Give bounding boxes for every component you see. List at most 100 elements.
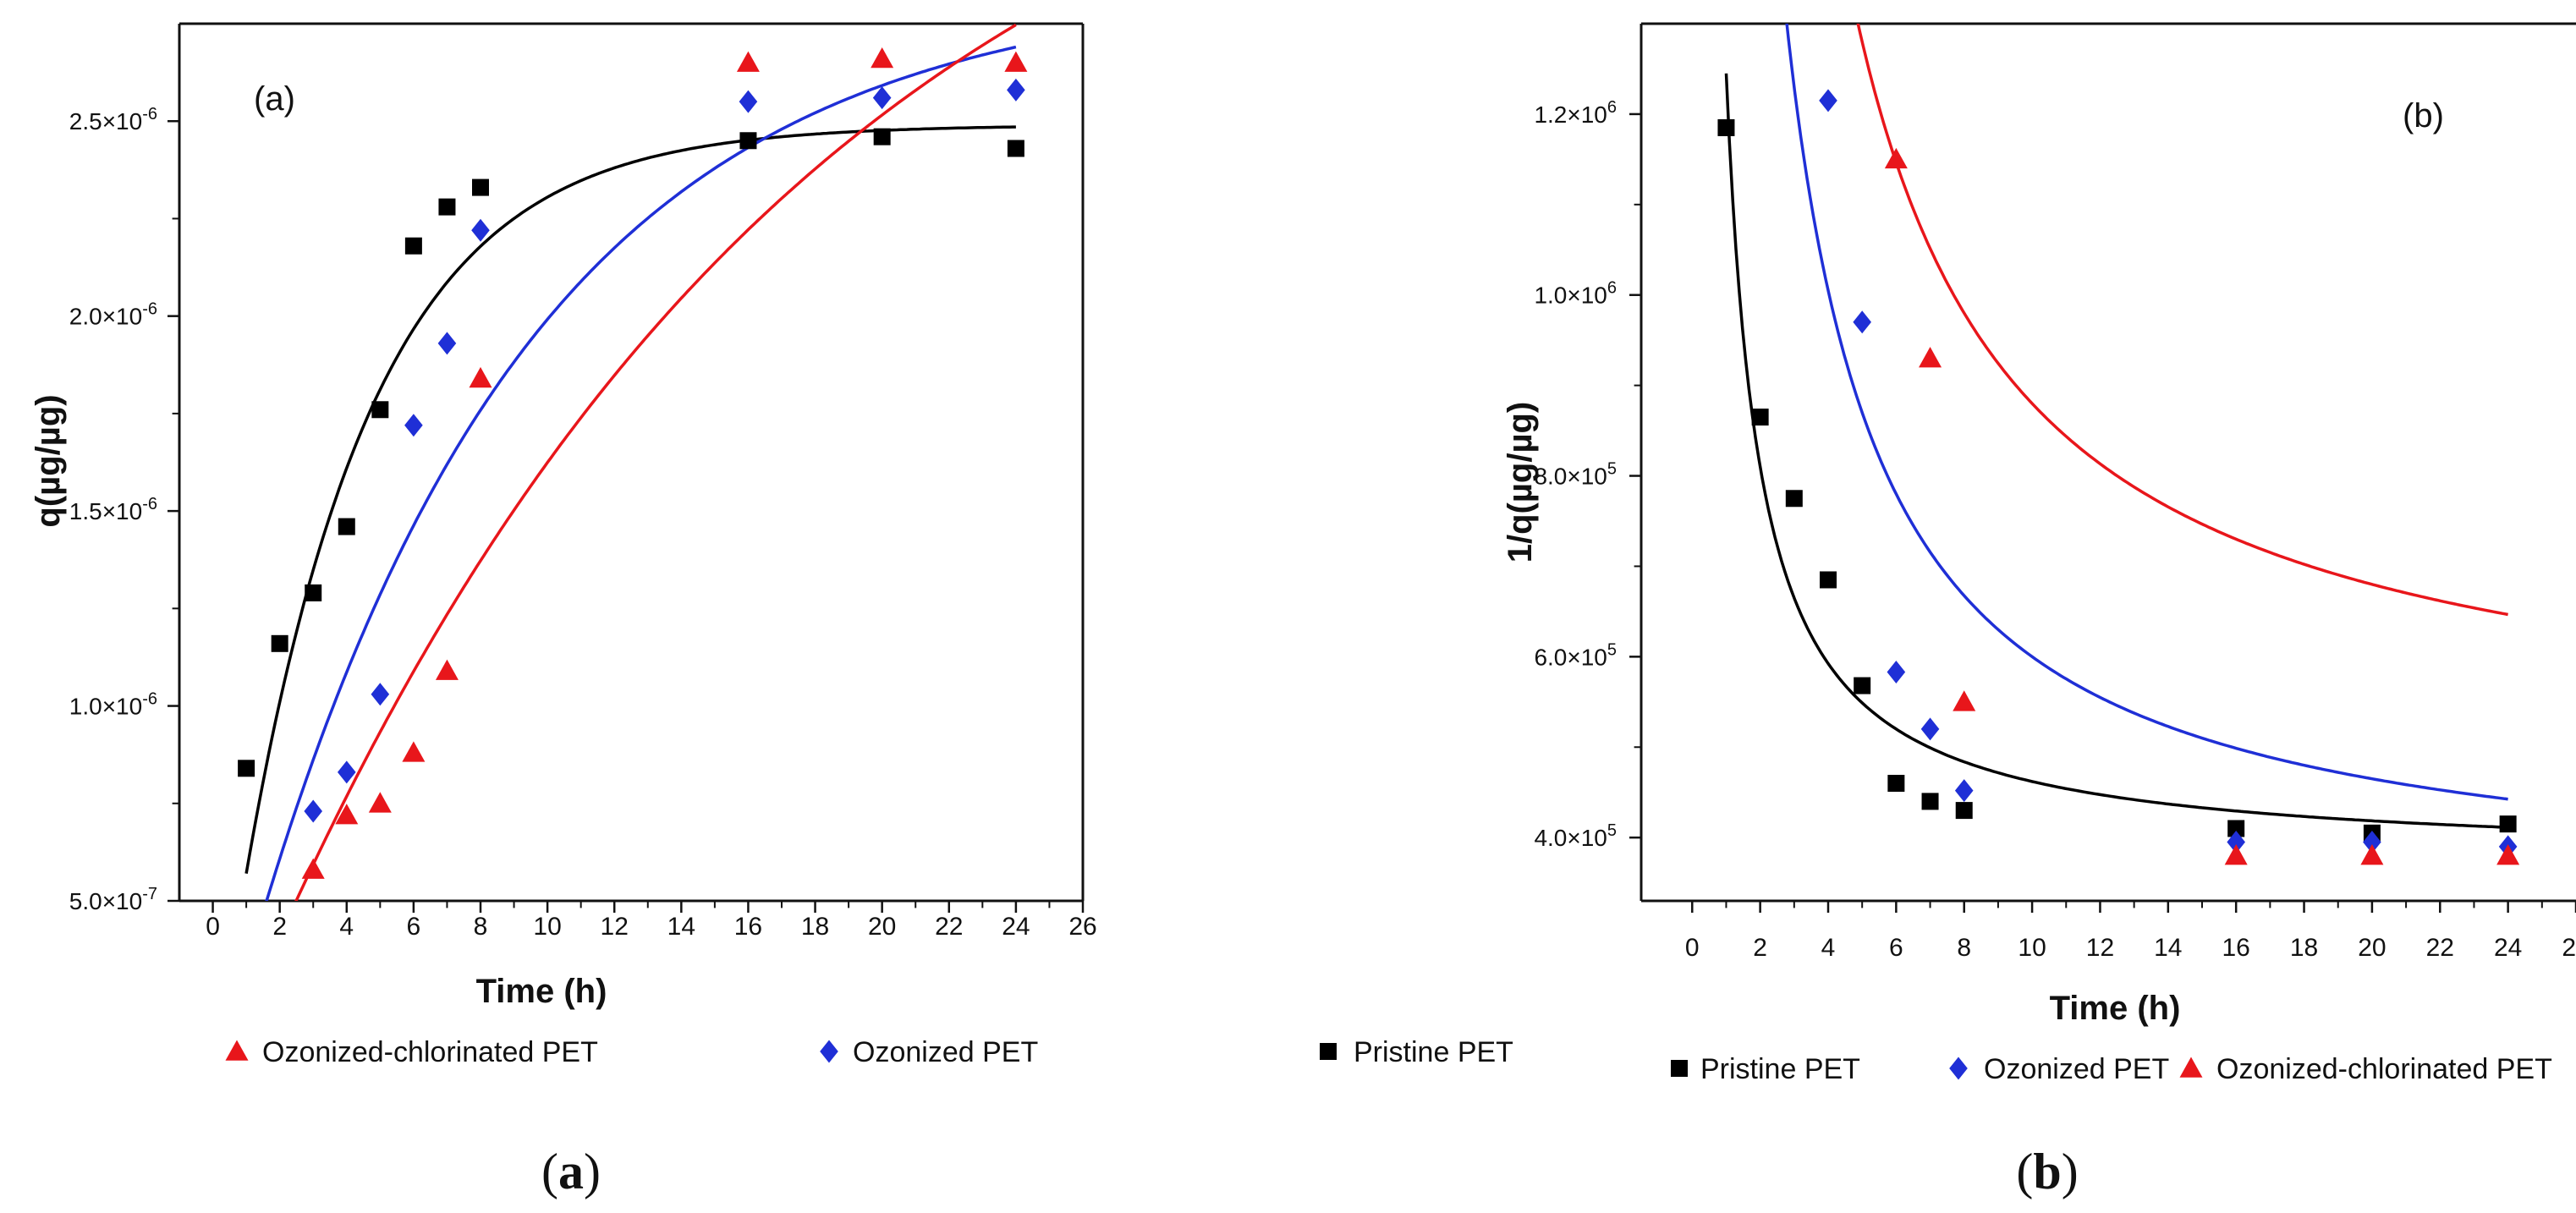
panel-a-y-tick-label: 2.5×10-6 [69, 105, 157, 134]
legend-marker-triangle [2179, 1057, 2203, 1078]
panel-a-x-tick-label: 26 [1068, 913, 1096, 941]
data-point-diamond [1819, 89, 1837, 113]
data-point-triangle [736, 51, 760, 72]
data-point-diamond [337, 760, 356, 784]
data-point-square [739, 132, 757, 150]
data-point-square [1854, 677, 1871, 694]
data-point-square [472, 178, 489, 196]
data-point-square [371, 401, 389, 419]
panel-b-x-tick-label: 0 [1685, 934, 1700, 962]
data-point-diamond [872, 86, 892, 110]
data-point-square [1887, 775, 1905, 793]
panel-b-x-axis-label: Time (h) [2050, 990, 2181, 1027]
y-tick-mantissa: 4.0×10 [1534, 825, 1607, 851]
data-point-square [438, 198, 456, 216]
panel-a-x-tick-label: 4 [339, 913, 354, 941]
y-tick-exponent: 5 [1607, 460, 1617, 479]
panel-a-x-tick-label: 12 [601, 913, 629, 941]
panel-a-x-tick-label: 24 [1002, 913, 1030, 941]
y-tick-exponent: 6 [1607, 279, 1617, 298]
legend-marker-square [1320, 1043, 1337, 1060]
fit-curve-ozonized-chlorinated-pet [1856, 24, 2508, 617]
legend-marker-diamond [1949, 1057, 1968, 1080]
panel-b-x-tick-label: 14 [2154, 934, 2182, 962]
fit-curve-ozonized-pet [1785, 24, 2508, 801]
data-point-diamond [1007, 78, 1025, 102]
data-point-diamond [1954, 779, 1974, 803]
panel-b-x-tick-label: 10 [2018, 934, 2046, 962]
panel-b-tag: (b) [2403, 97, 2444, 134]
panel-a-data-points [238, 47, 1028, 879]
panel-b-caption-open: ( [2016, 1144, 2033, 1199]
data-point-triangle [2496, 844, 2520, 865]
data-point-diamond [2227, 831, 2245, 854]
data-point-square [1820, 571, 1837, 589]
panel-b-caption: (b) [2016, 1144, 2078, 1199]
data-point-triangle [1884, 147, 1908, 169]
panel-a-caption-open: ( [541, 1144, 558, 1199]
data-point-triangle [871, 47, 894, 69]
panel-a-x-tick-label: 10 [533, 913, 561, 941]
data-point-triangle [2360, 844, 2384, 865]
panel-a-x-tick-label: 6 [407, 913, 421, 941]
panel-a-x-tick-label: 14 [667, 913, 695, 941]
panel-b-y-axis-label: 1/q(µg/µg) [1502, 402, 1539, 563]
y-tick-exponent: -6 [142, 300, 157, 319]
panel-a-x-tick-label: 16 [734, 913, 762, 941]
y-tick-exponent: -7 [142, 885, 157, 903]
data-point-square [1007, 140, 1024, 157]
data-point-diamond [1920, 717, 1940, 741]
panel-a-x-tick-label: 2 [272, 913, 287, 941]
data-point-square [1751, 409, 1769, 426]
legend-label: Ozonized PET [853, 1036, 1038, 1068]
y-tick-mantissa: 2.5×10 [69, 108, 142, 134]
panel-a-y-tick-label: 5.0×10-7 [69, 885, 157, 914]
legend-marker-triangle [225, 1040, 249, 1061]
panel-b-x-tick-label: 8 [1957, 934, 1971, 962]
panel-a-x-tick-label: 18 [801, 913, 829, 941]
panel-b-x-tick-label: 16 [2222, 934, 2249, 962]
data-point-triangle [368, 792, 392, 813]
y-tick-exponent: -6 [142, 690, 157, 709]
panel-b-y-tick-label: 8.0×105 [1534, 460, 1617, 490]
data-point-square [338, 518, 355, 535]
y-tick-mantissa: 5.0×10 [69, 888, 142, 914]
data-point-triangle [1919, 347, 1942, 368]
legend-label: Ozonized-chlorinated PET [2216, 1053, 2552, 1085]
panel-a-x-tick-label: 20 [868, 913, 896, 941]
panel-a-tag: (a) [254, 80, 295, 118]
y-tick-exponent: -6 [142, 495, 157, 513]
y-tick-exponent: 5 [1607, 821, 1617, 840]
fit-curve-ozonized-pet [265, 45, 1017, 901]
panel-a-x-tick-label: 8 [474, 913, 488, 941]
panel-b-x-tick-label: 22 [2426, 934, 2454, 962]
panel-b-caption-letter: b [2033, 1144, 2061, 1199]
y-tick-mantissa: 1.0×10 [69, 694, 142, 720]
panel-b-y-tick-label: 6.0×105 [1534, 640, 1617, 670]
panel-a-y-tick-label: 1.0×10-6 [69, 690, 157, 720]
panel-a-caption: (a) [541, 1144, 601, 1199]
panel-b-fit-curves [1724, 24, 2508, 829]
y-tick-mantissa: 2.0×10 [69, 304, 142, 330]
data-point-square [1717, 118, 1735, 136]
panel-b-y-tick-label: 1.2×106 [1534, 98, 1617, 128]
data-point-triangle [1004, 51, 1028, 72]
data-point-triangle [1953, 690, 1976, 711]
panel-b-x-tick-label: 26 [2562, 934, 2576, 962]
y-tick-exponent: -6 [142, 105, 157, 123]
data-point-square [1785, 490, 1803, 508]
data-point-diamond [1887, 661, 1906, 684]
legend-marker-diamond [820, 1040, 838, 1063]
y-tick-mantissa: 1.2×10 [1534, 102, 1607, 128]
chart-panel-a: (a) Time (h) q(µg/µg) (a) 0 2 4 6 8 10 12 14 16 1… [30, 22, 1513, 1199]
data-point-square [1921, 793, 1939, 810]
panel-b-x-tick-label: 18 [2290, 934, 2318, 962]
panel-b-x-tick-label: 6 [1889, 934, 1903, 962]
legend-label: Pristine PET [1354, 1036, 1513, 1068]
y-tick-mantissa: 6.0×10 [1534, 644, 1607, 670]
legend-label: Pristine PET [1700, 1053, 1860, 1085]
panel-a-caption-close: ) [584, 1144, 601, 1199]
data-point-triangle [435, 659, 459, 680]
y-tick-mantissa: 1.5×10 [69, 498, 142, 524]
